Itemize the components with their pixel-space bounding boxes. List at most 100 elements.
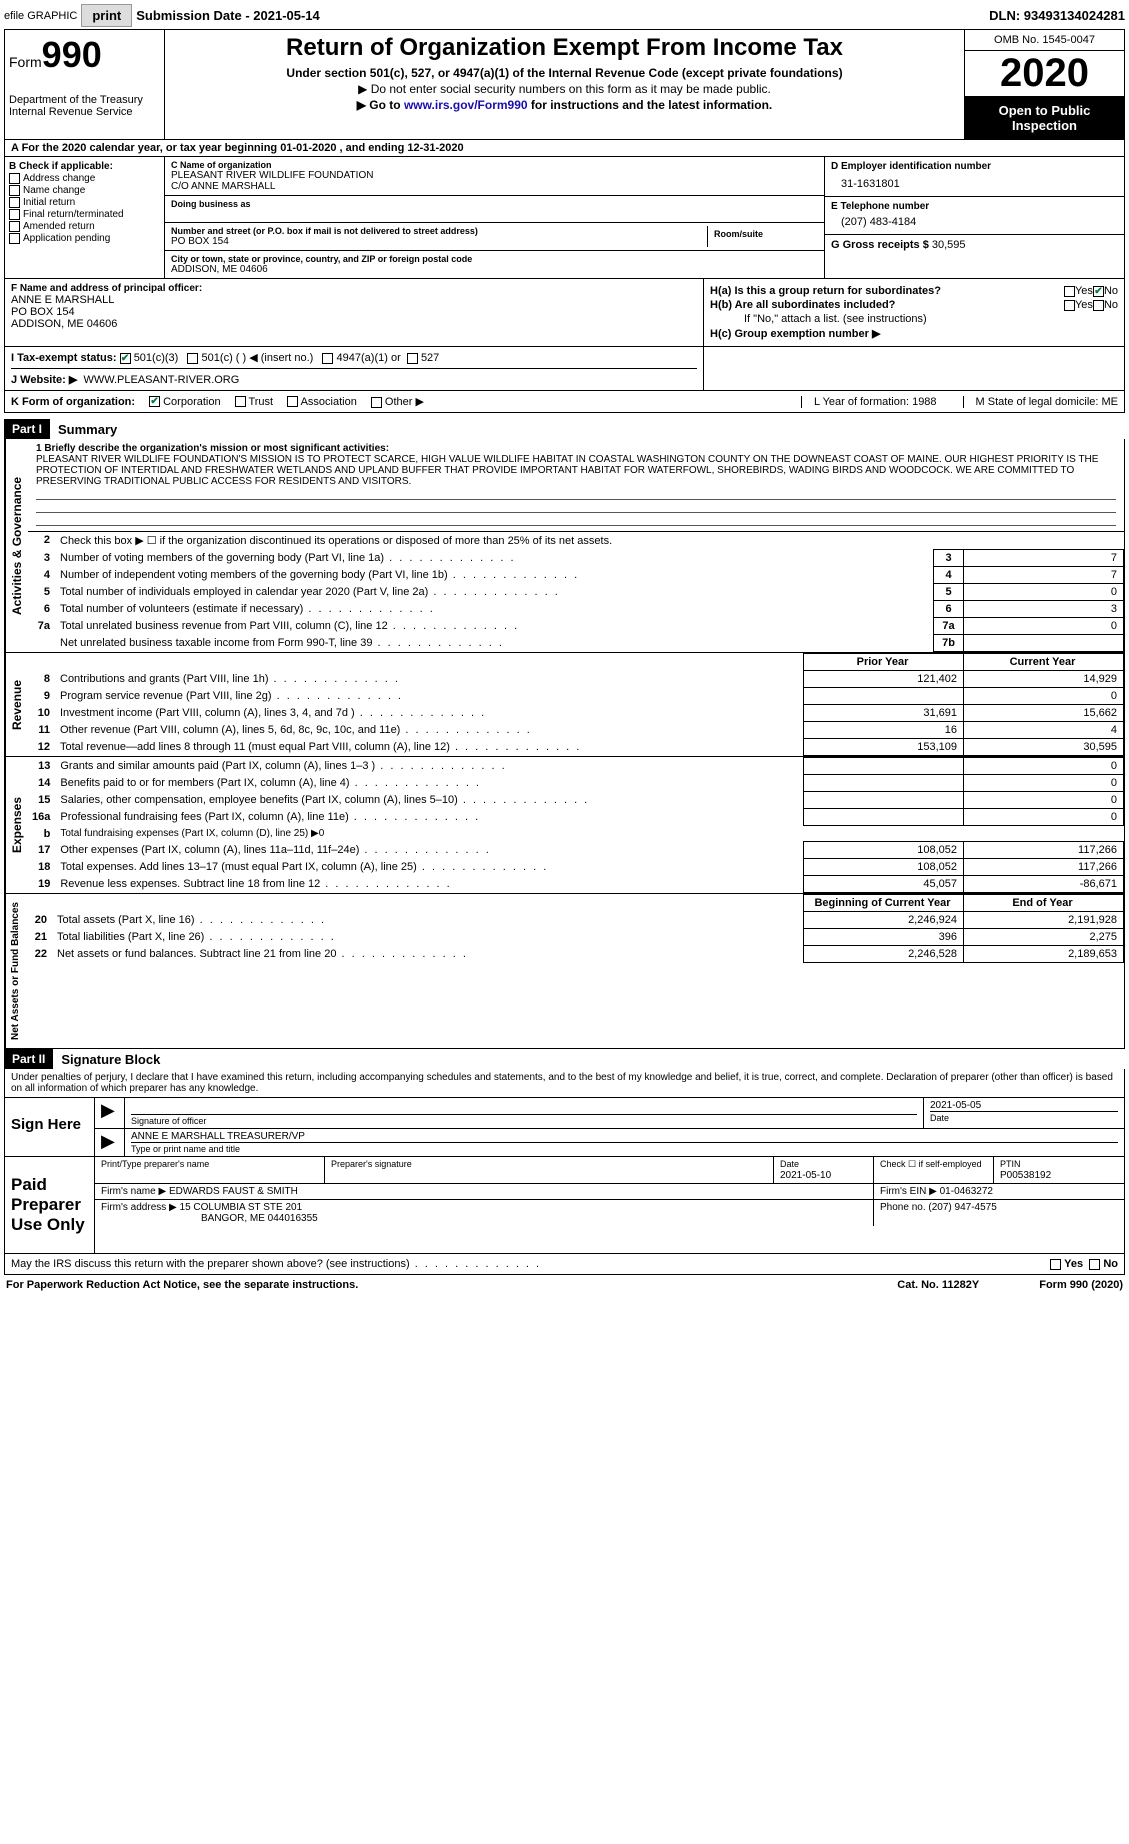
b-checkbox[interactable] xyxy=(9,197,20,208)
org-city: ADDISON, ME 04606 xyxy=(171,264,818,275)
firm-name: EDWARDS FAUST & SMITH xyxy=(169,1186,298,1197)
ha-yes[interactable] xyxy=(1064,286,1075,297)
sign-here-section: Sign Here ▶ Signature of officer 2021-05… xyxy=(4,1098,1125,1157)
row-k: K Form of organization: Corporation Trus… xyxy=(4,391,1125,413)
yes-label: Yes xyxy=(1075,285,1093,297)
k-other[interactable] xyxy=(371,397,382,408)
paid-label: Paid Preparer Use Only xyxy=(5,1157,95,1253)
self-emp-label: Check ☐ if self-employed xyxy=(874,1157,994,1183)
firm-name-label: Firm's name ▶ xyxy=(101,1186,166,1197)
b-item-label: Name change xyxy=(23,185,85,196)
b-checkbox[interactable] xyxy=(9,221,20,232)
vert-net: Net Assets or Fund Balances xyxy=(5,894,25,1048)
addr-label: Number and street (or P.O. box if mail i… xyxy=(171,226,707,236)
org-co: C/O ANNE MARSHALL xyxy=(171,181,818,192)
footer-right: Form 990 (2020) xyxy=(1039,1279,1123,1291)
print-button[interactable]: print xyxy=(81,4,132,27)
row-a-text: A For the 2020 calendar year, or tax yea… xyxy=(11,142,464,154)
b-checkbox[interactable] xyxy=(9,185,20,196)
sign-here-label: Sign Here xyxy=(5,1098,95,1156)
form-subtitle: Under section 501(c), 527, or 4947(a)(1)… xyxy=(175,66,954,80)
ein-value: 31-1631801 xyxy=(831,172,1118,192)
col-d: D Employer identification number 31-1631… xyxy=(824,157,1124,278)
sign-arrow-icon: ▶ xyxy=(95,1098,125,1128)
form-number: Form990 xyxy=(9,34,160,76)
note2-pre: ▶ Go to xyxy=(357,98,404,112)
gross-label: G Gross receipts $ xyxy=(831,239,929,251)
discuss-yes[interactable] xyxy=(1050,1259,1061,1270)
paid-preparer-section: Paid Preparer Use Only Print/Type prepar… xyxy=(4,1157,1125,1254)
b-item-label: Final return/terminated xyxy=(23,209,124,220)
dept-label: Department of the Treasury Internal Reve… xyxy=(9,94,160,118)
line2: Check this box ▶ ☐ if the organization d… xyxy=(56,532,1124,550)
yes-label2: Yes xyxy=(1075,299,1093,311)
i-4947[interactable] xyxy=(322,353,333,364)
k-o3: Association xyxy=(301,396,357,408)
b-checkbox[interactable] xyxy=(9,233,20,244)
ha-no[interactable] xyxy=(1093,286,1104,297)
hb-label: H(b) Are all subordinates included? xyxy=(710,299,895,311)
tax-year: 2020 xyxy=(965,51,1124,97)
footer-mid: Cat. No. 11282Y xyxy=(897,1279,979,1291)
row-fh: F Name and address of principal officer:… xyxy=(4,279,1125,347)
room-label: Room/suite xyxy=(714,229,763,239)
i-501c[interactable] xyxy=(187,353,198,364)
i-527[interactable] xyxy=(407,353,418,364)
i-label: I Tax-exempt status: xyxy=(11,352,117,364)
k-o2: Trust xyxy=(248,396,273,408)
hb-yes[interactable] xyxy=(1064,300,1075,311)
hdr-begin: Beginning of Current Year xyxy=(804,895,964,912)
section-expenses: Expenses 13Grants and similar amounts pa… xyxy=(4,757,1125,894)
k-corp[interactable] xyxy=(149,396,160,407)
penalties-text: Under penalties of perjury, I declare th… xyxy=(4,1069,1125,1098)
vert-revenue: Revenue xyxy=(5,653,28,756)
website: WWW.PLEASANT-RIVER.ORG xyxy=(83,374,239,386)
i-o3: 4947(a)(1) or xyxy=(337,352,401,364)
k-o4: Other ▶ xyxy=(385,396,424,408)
b-checkbox[interactable] xyxy=(9,209,20,220)
open-to-public: Open to Public Inspection xyxy=(965,97,1124,139)
form-header: Form990 Department of the Treasury Inter… xyxy=(4,29,1125,140)
i-o1: 501(c)(3) xyxy=(134,352,179,364)
officer-addr1: PO BOX 154 xyxy=(11,306,697,318)
part-ii-tag: Part II xyxy=(4,1049,53,1069)
prep-date: 2021-05-10 xyxy=(780,1170,831,1181)
hc-label: H(c) Group exemption number ▶ xyxy=(710,327,880,340)
b-checkbox[interactable] xyxy=(9,173,20,184)
officer-name: ANNE E MARSHALL xyxy=(11,294,697,306)
mission-text: PLEASANT RIVER WILDLIFE FOUNDATION'S MIS… xyxy=(36,454,1116,487)
ein-label: D Employer identification number xyxy=(831,161,1118,172)
firm-ein-label: Firm's EIN ▶ xyxy=(880,1186,937,1197)
row-ij: I Tax-exempt status: 501(c)(3) 501(c) ( … xyxy=(4,347,1125,391)
i-501c3[interactable] xyxy=(120,353,131,364)
note2-post: for instructions and the latest informat… xyxy=(528,98,773,112)
prep-date-label: Date xyxy=(780,1159,799,1169)
firm-phone: (207) 947-4575 xyxy=(928,1202,996,1213)
no-label: No xyxy=(1104,285,1118,297)
row-a: A For the 2020 calendar year, or tax yea… xyxy=(4,140,1125,157)
irs-link[interactable]: www.irs.gov/Form990 xyxy=(404,98,528,112)
dln: DLN: 93493134024281 xyxy=(989,8,1125,23)
firm-addr1: 15 COLUMBIA ST STE 201 xyxy=(180,1202,303,1213)
k-trust[interactable] xyxy=(235,396,246,407)
part-i-tag: Part I xyxy=(4,419,50,439)
firm-addr2: BANGOR, ME 044016355 xyxy=(101,1213,318,1224)
col-c: C Name of organization PLEASANT RIVER WI… xyxy=(165,157,824,278)
discuss-no[interactable] xyxy=(1089,1259,1100,1270)
hb-no[interactable] xyxy=(1093,300,1104,311)
dba-label: Doing business as xyxy=(171,199,818,209)
i-o2: 501(c) ( ) ◀ (insert no.) xyxy=(202,352,314,364)
c-name-label: C Name of organization xyxy=(171,160,818,170)
section-revenue: Revenue Prior YearCurrent Year 8Contribu… xyxy=(4,653,1125,757)
gross-value: 30,595 xyxy=(932,239,966,251)
top-bar: efile GRAPHIC print Submission Date - 20… xyxy=(4,4,1125,27)
b-item-label: Application pending xyxy=(23,233,110,244)
net-table: Beginning of Current YearEnd of Year 20T… xyxy=(25,894,1124,963)
k-assoc[interactable] xyxy=(287,396,298,407)
b-item-label: Initial return xyxy=(23,197,75,208)
prep-sig-label: Preparer's signature xyxy=(331,1159,767,1169)
city-label: City or town, state or province, country… xyxy=(171,254,818,264)
state-domicile: M State of legal domicile: ME xyxy=(963,396,1118,408)
discuss-yes-label: Yes xyxy=(1064,1258,1083,1270)
discuss-row: May the IRS discuss this return with the… xyxy=(4,1254,1125,1275)
